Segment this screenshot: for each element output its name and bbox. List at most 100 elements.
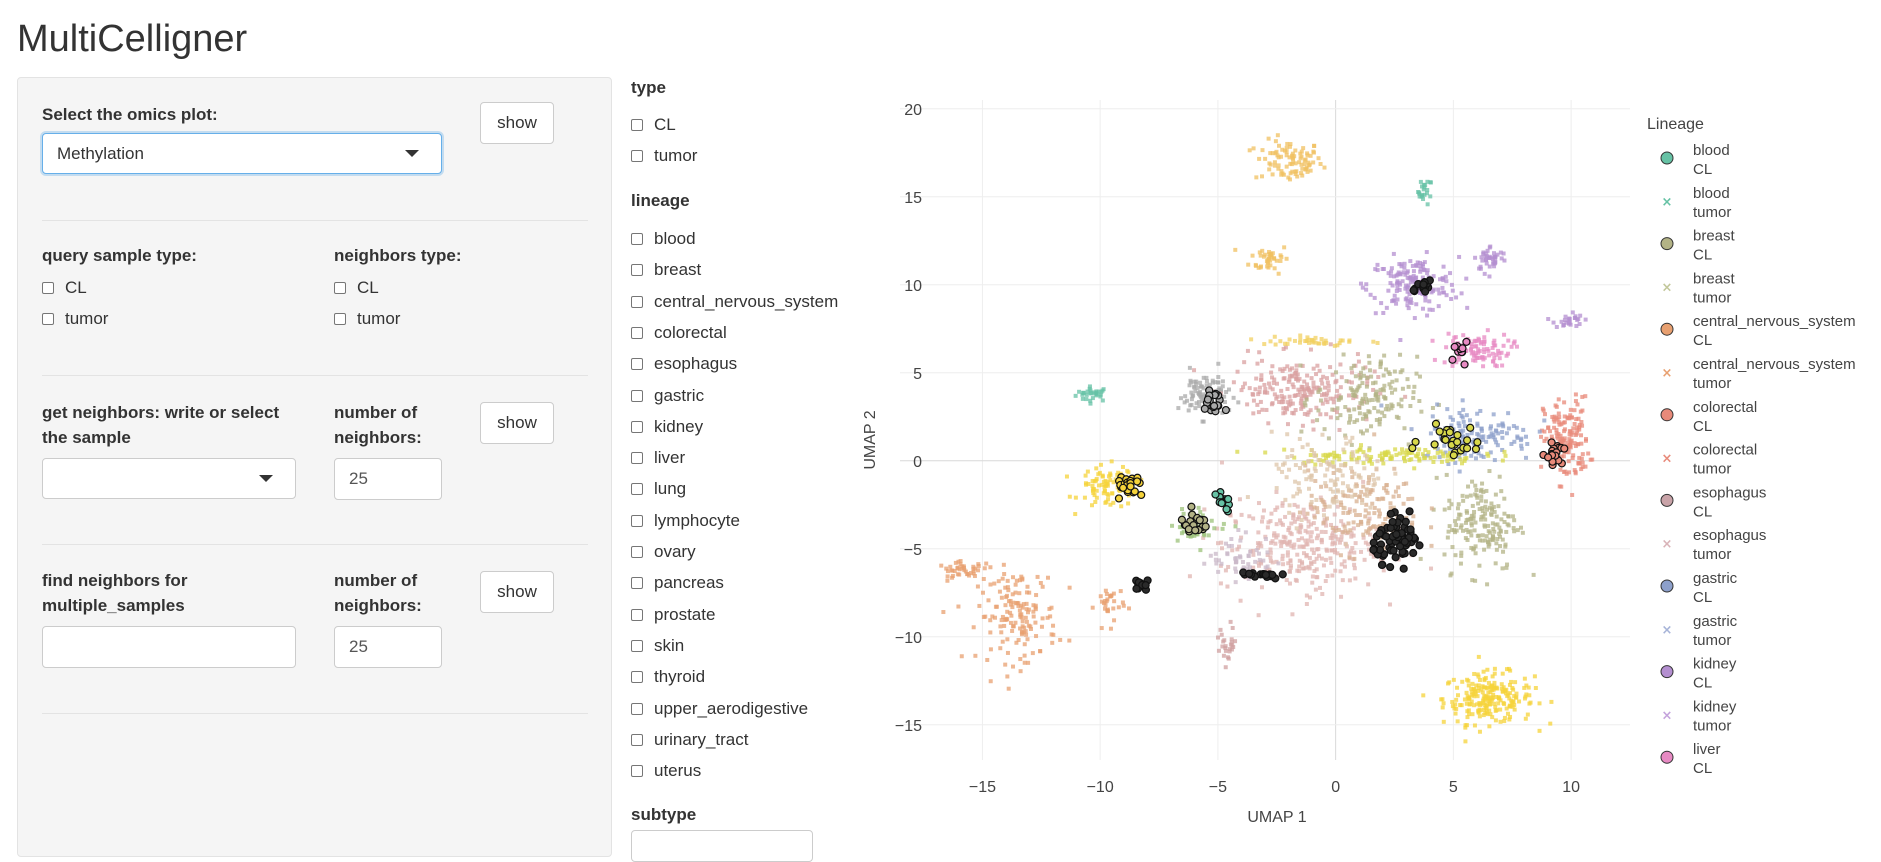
- tumor-point-central_nervous_system: [1024, 607, 1029, 612]
- tumor-point-pancreas: [1346, 494, 1351, 499]
- query-cl-checkbox[interactable]: CL: [42, 278, 87, 298]
- tumor-point-thyroid: [1299, 154, 1304, 159]
- tumor-point-lung: [1368, 505, 1373, 510]
- tumor-point-lymphocyte: [1484, 706, 1489, 711]
- tumor-point-lymphocyte: [1508, 704, 1513, 709]
- lineage-pancreas-checkbox[interactable]: pancreas: [631, 573, 724, 593]
- tumor-point-esophagus: [1266, 381, 1271, 386]
- lineage-lung-checkbox[interactable]: lung: [631, 479, 686, 499]
- checkbox-icon: [631, 233, 643, 245]
- legend-circle-icon: [1660, 750, 1674, 764]
- tumor-point-thyroid: [1295, 174, 1300, 179]
- lineage-liver-checkbox[interactable]: liver: [631, 448, 685, 468]
- tumor-point-colorectal: [1548, 429, 1553, 434]
- sample-select[interactable]: [42, 458, 296, 499]
- tumor-point-ovary: [1309, 338, 1314, 343]
- multiple-samples-input[interactable]: [42, 626, 296, 668]
- omics-plot-select[interactable]: Methylation: [42, 133, 442, 174]
- tumor-point-lung: [1350, 450, 1355, 455]
- tumor-point-prostate: [1233, 639, 1238, 644]
- tumor-point-lung: [1350, 494, 1355, 499]
- tumor-point-blood: [1099, 389, 1104, 394]
- show-omics-button[interactable]: show: [480, 102, 554, 144]
- lineage-ovary-checkbox[interactable]: ovary: [631, 542, 696, 562]
- lineage-lymphocyte-checkbox[interactable]: lymphocyte: [631, 511, 740, 531]
- type-CL-checkbox[interactable]: CL: [631, 115, 676, 135]
- tumor-point-breast: [1365, 375, 1370, 380]
- tumor-point-central_nervous_system: [1018, 657, 1023, 662]
- lineage-uterus-checkbox[interactable]: uterus: [631, 761, 701, 781]
- neighbors-cl-checkbox[interactable]: CL: [334, 278, 379, 298]
- x-axis-label: UMAP 1: [1247, 809, 1306, 826]
- lineage-central-nervous-system-checkbox[interactable]: central_nervous_system: [631, 292, 838, 312]
- tumor-point-liver: [1497, 356, 1502, 361]
- lineage-prostate-checkbox[interactable]: prostate: [631, 605, 715, 625]
- legend-circle-icon: [1660, 493, 1674, 507]
- neighbors-tumor-checkbox[interactable]: tumor: [334, 309, 400, 329]
- lineage-thyroid-checkbox[interactable]: thyroid: [631, 667, 705, 687]
- tumor-point-esophagus: [1330, 573, 1335, 578]
- lineage-breast-checkbox[interactable]: breast: [631, 260, 701, 280]
- query-tumor-checkbox[interactable]: tumor: [42, 309, 108, 329]
- tumor-point-ovary: [1306, 340, 1311, 345]
- tumor-point-pancreas: [1363, 514, 1368, 519]
- lineage-colorectal-checkbox[interactable]: colorectal: [631, 323, 727, 343]
- lineage-gastric-checkbox[interactable]: gastric: [631, 386, 704, 406]
- tumor-point-blood: [1085, 389, 1090, 394]
- tumor-point-kidney: [1418, 290, 1423, 295]
- lineage-urinary-tract-checkbox[interactable]: urinary_tract: [631, 730, 748, 750]
- lineage-blood-checkbox[interactable]: blood: [631, 229, 696, 249]
- tumor-point-lung: [1330, 497, 1335, 502]
- number-of-neighbors-input[interactable]: 25: [334, 458, 442, 500]
- tumor-point-lung: [1300, 445, 1305, 450]
- tumor-point-kidney: [1567, 320, 1572, 325]
- cell-line-point: [1217, 499, 1226, 508]
- lineage-esophagus-checkbox[interactable]: esophagus: [631, 354, 737, 374]
- tumor-point-pancreas: [1351, 520, 1356, 525]
- tumor-point-prostate: [1223, 665, 1228, 670]
- tumor-point-liver: [1501, 343, 1506, 348]
- tumor-point-lung: [1340, 473, 1345, 478]
- tumor-point-lymphocyte: [1464, 701, 1469, 706]
- tumor-point-central_nervous_system: [1022, 660, 1027, 665]
- tumor-point-breast: [1464, 527, 1469, 532]
- tumor-point-esophagus: [1289, 521, 1294, 526]
- lineage-upper-aerodigestive-checkbox[interactable]: upper_aerodigestive: [631, 699, 808, 719]
- tumor-point-lung: [1328, 478, 1333, 483]
- tumor-point-breast: [1502, 496, 1507, 501]
- tumor-point-lung: [1269, 429, 1274, 434]
- tumor-point-esophagus: [1266, 520, 1271, 525]
- tumor-point-skin: [1220, 384, 1225, 389]
- tumor-point-gastric: [1479, 428, 1484, 433]
- tumor-point-breast: [1376, 409, 1381, 414]
- type-tumor-checkbox[interactable]: tumor: [631, 146, 697, 166]
- tumor-point-central_nervous_system: [1038, 581, 1043, 586]
- lineage-kidney-checkbox[interactable]: kidney: [631, 417, 703, 437]
- tumor-point-ovary: [1285, 341, 1290, 346]
- tumor-point-central_nervous_system: [988, 565, 993, 570]
- number-of-neighbors-input[interactable]: 25: [334, 626, 442, 668]
- show-multiple-button[interactable]: show: [480, 571, 554, 613]
- tumor-point-kidney: [1482, 271, 1487, 276]
- tumor-point-esophagus: [1365, 382, 1370, 387]
- tumor-point-lymphocyte: [1464, 723, 1469, 728]
- tumor-point-esophagus: [1310, 574, 1315, 579]
- lineage-skin-checkbox[interactable]: skin: [631, 636, 684, 656]
- show-neighbors-button[interactable]: show: [480, 402, 554, 444]
- tumor-point-esophagus: [1349, 534, 1354, 539]
